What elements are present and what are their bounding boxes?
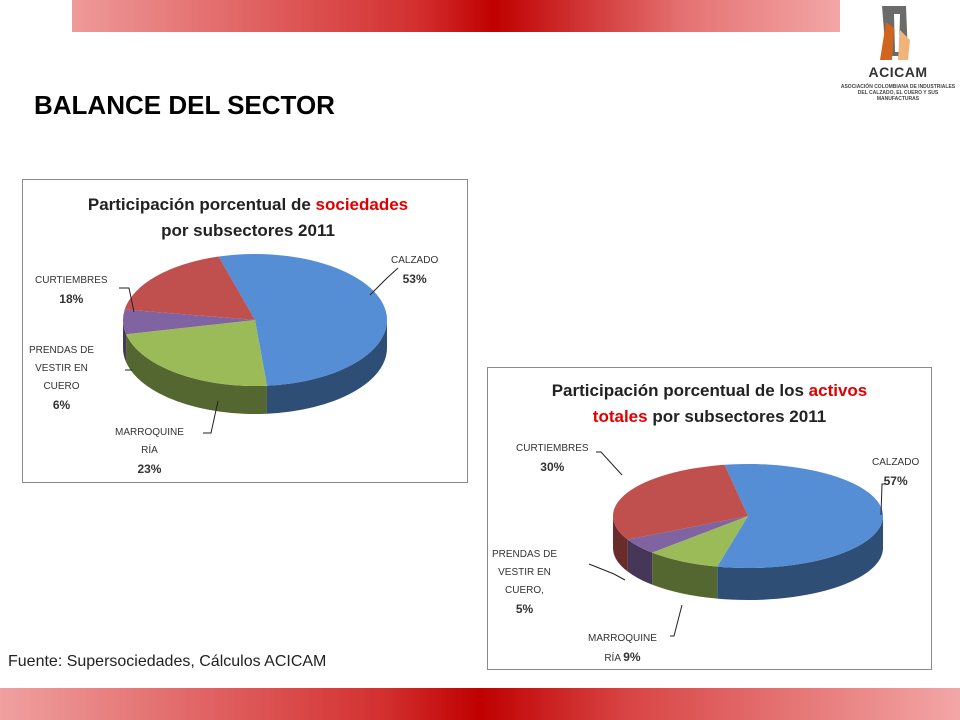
pie-chart xyxy=(119,254,399,434)
chart-title: Participación porcentual de sociedades p… xyxy=(87,195,409,240)
chart-title: Participación porcentual de los activos t… xyxy=(551,381,868,426)
slice-label-marroquineria: MARROQUINE RÍA 9% xyxy=(588,633,657,664)
logo-name: ACICAM xyxy=(868,64,928,80)
leader-line xyxy=(880,483,886,516)
slice-calzado xyxy=(717,464,883,568)
slice-prendas xyxy=(627,516,748,553)
logo-mark-icon xyxy=(880,6,910,60)
chart-activos: Participación porcentual de los activos t… xyxy=(487,367,932,670)
leader-line xyxy=(203,400,219,434)
chart-sociedades: Participación porcentual de sociedades p… xyxy=(22,179,468,483)
slice-marroquineria xyxy=(126,320,267,386)
acicam-logo: ACICAM ASOCIACIÓN COLOMBIANA DE INDUSTRI… xyxy=(836,0,960,106)
slice-marroquineria xyxy=(652,516,748,567)
leader-line xyxy=(369,267,399,296)
pie-chart xyxy=(588,451,886,637)
leader-line xyxy=(119,287,135,313)
bottom-decorative-band xyxy=(0,688,960,720)
slice-side-prendas xyxy=(123,320,127,363)
slice-label-prendas: PRENDAS DE VESTIR EN CUERO 6% xyxy=(29,345,95,412)
slice-side-prendas xyxy=(627,539,653,585)
slice-label-curtiembres: CURTIEMBRES 18% xyxy=(35,275,108,306)
slice-label-prendas: PRENDAS DE VESTIR EN CUERO, 5% xyxy=(492,549,558,616)
slice-side-calzado xyxy=(266,320,387,414)
leader-line xyxy=(596,451,623,476)
slice-side-calzado xyxy=(717,516,883,600)
slice-label-marroquineria: MARROQUINE RÍA 23% xyxy=(115,427,184,476)
slice-side-marroquineria xyxy=(652,552,718,599)
slice-label-calzado: CALZADO 57% xyxy=(872,457,920,488)
slice-curtiembres xyxy=(613,464,748,540)
slice-calzado xyxy=(218,254,388,386)
slice-label-curtiembres: CURTIEMBRES 30% xyxy=(516,443,589,474)
leader-line xyxy=(588,563,626,581)
page-title: BALANCE DEL SECTOR xyxy=(34,90,335,120)
source-note: Fuente: Supersociedades, Cálculos ACICAM xyxy=(8,653,327,670)
slice-label-calzado: CALZADO 53% xyxy=(391,255,439,286)
slice-curtiembres xyxy=(124,256,255,320)
logo-subtitle: ASOCIACIÓN COLOMBIANA DE INDUSTRIALES DE… xyxy=(840,84,956,102)
slice-side-marroquineria xyxy=(126,334,267,414)
leader-line xyxy=(670,604,683,637)
top-decorative-band xyxy=(72,0,840,32)
slice-side-curtiembres xyxy=(613,516,628,572)
slice-prendas xyxy=(123,309,255,335)
